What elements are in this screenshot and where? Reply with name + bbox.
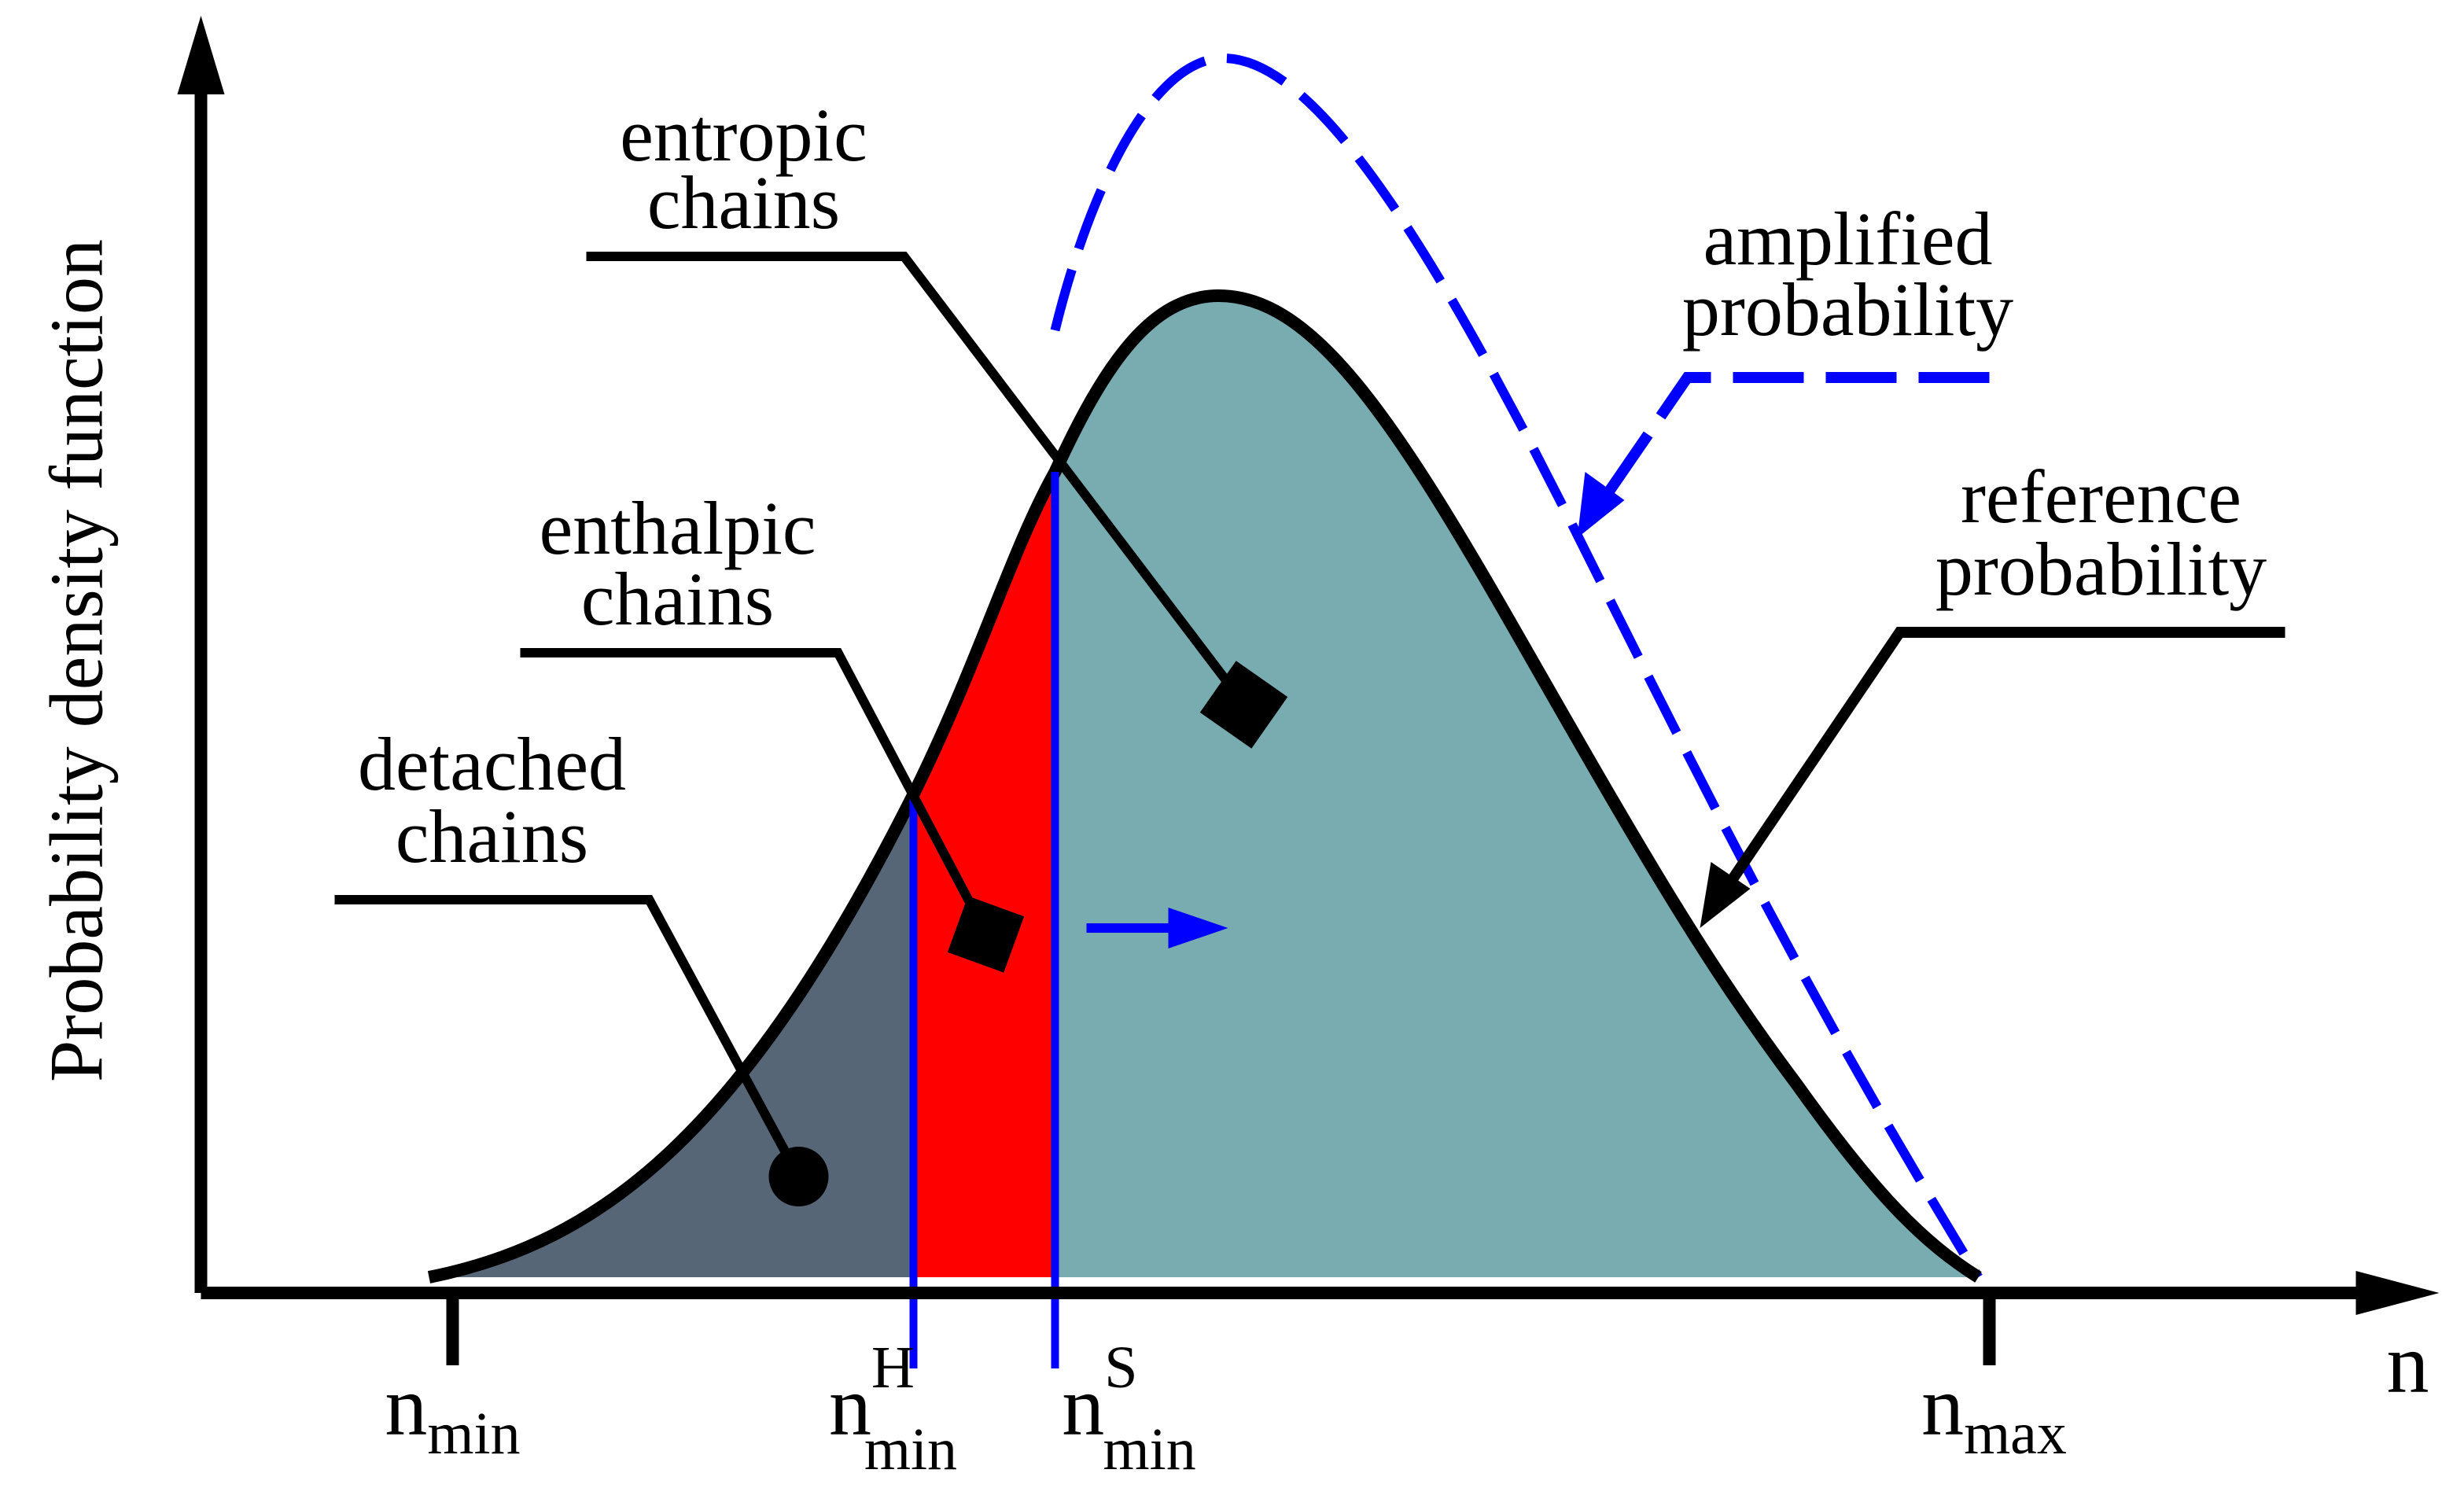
annotation: enthalpic: [540, 486, 816, 570]
detached-marker: [768, 1147, 829, 1206]
tick-label: nS min: [1062, 1335, 1196, 1482]
entropic-leader: [586, 252, 1251, 711]
tick-label: nH min: [829, 1335, 957, 1482]
regions: [429, 296, 1979, 1277]
tick-sup: S: [1104, 1335, 1137, 1401]
annotation: detached: [358, 722, 626, 806]
annotation: entropic: [620, 93, 867, 177]
annotation: reference: [1961, 455, 2241, 539]
enthalpic-leader: [520, 648, 992, 938]
annotation: probability: [1682, 267, 2013, 352]
tick-base: n: [829, 1360, 871, 1453]
annotation: chains: [647, 160, 840, 245]
tick-sub: min: [427, 1401, 520, 1467]
annotation: amplified: [1703, 197, 1993, 281]
detached-leader: [334, 895, 803, 1179]
tick-sub: max: [1964, 1401, 2067, 1467]
x-axis-label: n: [2387, 1317, 2429, 1411]
entropic-marker: [1199, 661, 1288, 749]
shift-arrowhead: [1168, 908, 1228, 948]
tick-base: n: [385, 1360, 427, 1453]
reference-arrowhead: [1700, 862, 1751, 928]
reference-curve: [427, 289, 1982, 1284]
amplified-leader: [1596, 372, 1990, 506]
reference-leader: [1726, 627, 2285, 884]
annotation: probability: [1935, 527, 2267, 611]
amplified-arrowhead: [1577, 472, 1625, 538]
y-axis-label: Probability density function: [35, 239, 119, 1082]
tick-label: nmin: [385, 1360, 520, 1467]
tick-base: n: [1062, 1360, 1104, 1453]
x-arrowhead: [2355, 1271, 2440, 1315]
entropic-region: [1055, 296, 1979, 1277]
tick-sub: min: [1103, 1416, 1196, 1482]
y-arrowhead: [177, 16, 225, 94]
tick-label: nmax: [1921, 1360, 2067, 1467]
annotation: chains: [396, 794, 588, 878]
enthalpic-marker: [947, 896, 1025, 973]
tick-base: n: [1921, 1360, 1964, 1453]
annotation: chains: [581, 557, 774, 641]
axes: [194, 63, 2396, 1365]
tick-sup: H: [871, 1335, 915, 1401]
tick-sub: min: [864, 1416, 957, 1482]
